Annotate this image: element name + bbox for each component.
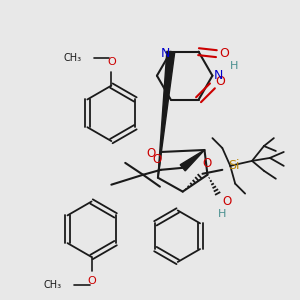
Text: H: H (230, 61, 238, 71)
Polygon shape (158, 51, 175, 178)
Text: N: N (214, 69, 223, 82)
Text: Si: Si (229, 159, 240, 172)
Text: O: O (107, 57, 116, 67)
Text: O: O (219, 47, 229, 60)
Text: N: N (161, 47, 170, 60)
Text: CH₃: CH₃ (44, 280, 62, 290)
Text: O: O (223, 195, 232, 208)
Text: O: O (146, 148, 156, 160)
Text: O: O (87, 276, 96, 286)
Text: O: O (203, 158, 212, 170)
Text: O: O (152, 153, 162, 167)
Polygon shape (180, 150, 205, 171)
Text: CH₃: CH₃ (64, 53, 82, 63)
Text: O: O (215, 75, 225, 88)
Text: H: H (218, 209, 226, 219)
